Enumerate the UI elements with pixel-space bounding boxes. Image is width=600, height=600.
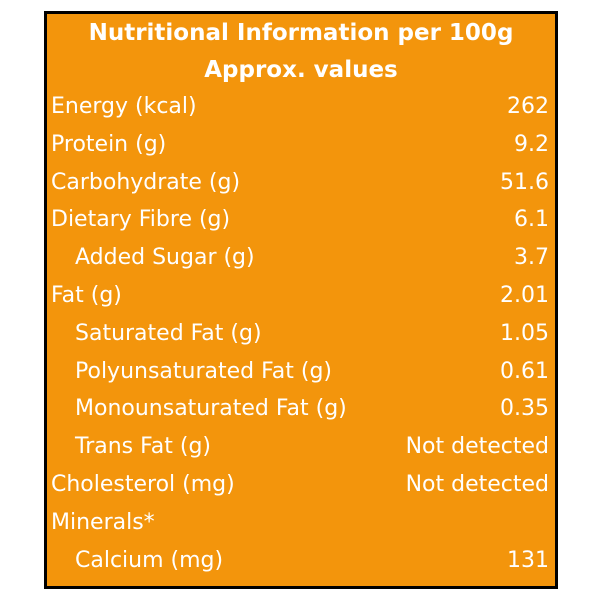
row-value: 0.35 xyxy=(500,396,549,422)
row-label: Polyunsaturated Fat (g) xyxy=(75,358,332,384)
row-label: Trans Fat (g) xyxy=(75,434,211,460)
row-value: 131 xyxy=(507,547,549,573)
row-value: 1.05 xyxy=(500,320,549,346)
table-row: Dietary Fibre (g) 6.1 xyxy=(47,201,555,239)
row-label: Saturated Fat (g) xyxy=(75,320,262,346)
row-label: Carbohydrate (g) xyxy=(51,169,241,195)
table-row: Carbohydrate (g) 51.6 xyxy=(47,164,555,202)
table-row: Fat (g) 2.01 xyxy=(47,277,555,315)
table-row: Minerals* xyxy=(47,504,555,542)
nutrition-panel: Nutritional Information per 100g Approx.… xyxy=(44,11,558,589)
row-value: Not detected xyxy=(405,434,549,460)
table-row: Added Sugar (g) 3.7 xyxy=(47,239,555,277)
row-value: 9.2 xyxy=(514,131,549,157)
table-row: Trans Fat (g) Not detected xyxy=(47,428,555,466)
row-value: 6.1 xyxy=(514,207,549,233)
row-label: Monounsaturated Fat (g) xyxy=(75,396,347,422)
table-row: Saturated Fat (g) 1.05 xyxy=(47,315,555,353)
table-row: Polyunsaturated Fat (g) 0.61 xyxy=(47,353,555,391)
table-row: Energy (kcal) 262 xyxy=(47,88,555,126)
row-value: 3.7 xyxy=(514,245,549,271)
row-value: 0.61 xyxy=(500,358,549,384)
row-label: Minerals* xyxy=(51,509,155,535)
table-row: Cholesterol (mg) Not detected xyxy=(47,466,555,504)
table-row: Calcium (mg) 131 xyxy=(47,542,555,580)
row-label: Added Sugar (g) xyxy=(75,245,255,271)
row-label: Energy (kcal) xyxy=(51,94,197,119)
table-row: Monounsaturated Fat (g) 0.35 xyxy=(47,390,555,428)
row-label: Cholesterol (mg) xyxy=(51,472,235,497)
row-label: Fat (g) xyxy=(51,283,122,308)
table-row: Protein (g) 9.2 xyxy=(47,126,555,164)
row-value: 2.01 xyxy=(500,283,549,308)
row-label: Protein (g) xyxy=(51,131,167,157)
title: Nutritional Information per 100g xyxy=(88,20,514,46)
row-value: Not detected xyxy=(405,472,549,497)
row-label: Calcium (mg) xyxy=(75,547,224,573)
subtitle: Approx. values xyxy=(204,57,398,83)
row-label: Dietary Fibre (g) xyxy=(51,207,231,233)
row-value: 51.6 xyxy=(500,169,549,195)
row-value: 262 xyxy=(507,94,549,119)
